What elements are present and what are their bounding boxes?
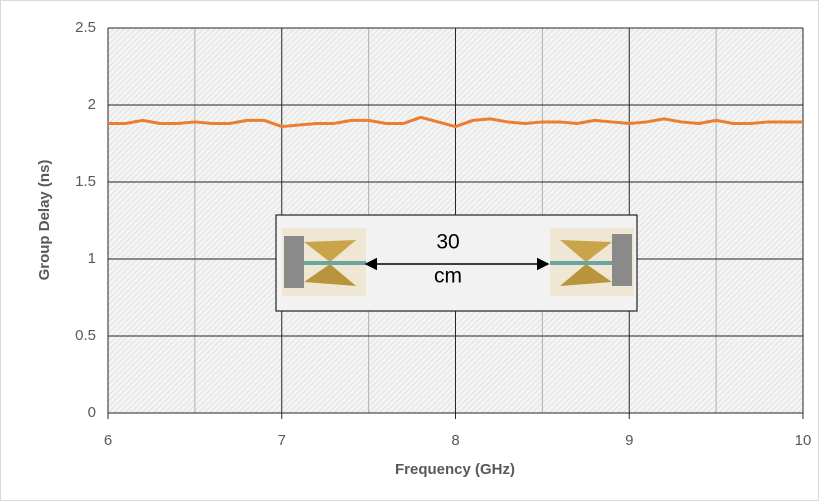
x-axis-title: Frequency (GHz) [395,461,515,478]
y-tick-label: 1 [88,250,96,267]
inset: 30 cm [275,214,638,312]
x-tick-label: 9 [625,432,633,449]
y-tick-label: 2.5 [75,19,96,36]
annotation: 30 [436,231,459,254]
y-tick-label: 1.5 [75,173,96,190]
y-tick-label: 2 [88,96,96,113]
data-line [108,115,803,129]
x-tick-label: 6 [104,432,112,449]
x-tick-label: 7 [278,432,286,449]
antenna-left [282,228,366,296]
annotation: cm [434,265,462,288]
y-tick-label: 0 [88,404,96,421]
y-axis-title: Group Delay (ns) [36,160,53,281]
x-tick-label: 8 [451,432,459,449]
x-tick-label: 10 [795,432,812,449]
antenna-right [550,228,634,296]
y-tick-label: 0.5 [75,327,96,344]
